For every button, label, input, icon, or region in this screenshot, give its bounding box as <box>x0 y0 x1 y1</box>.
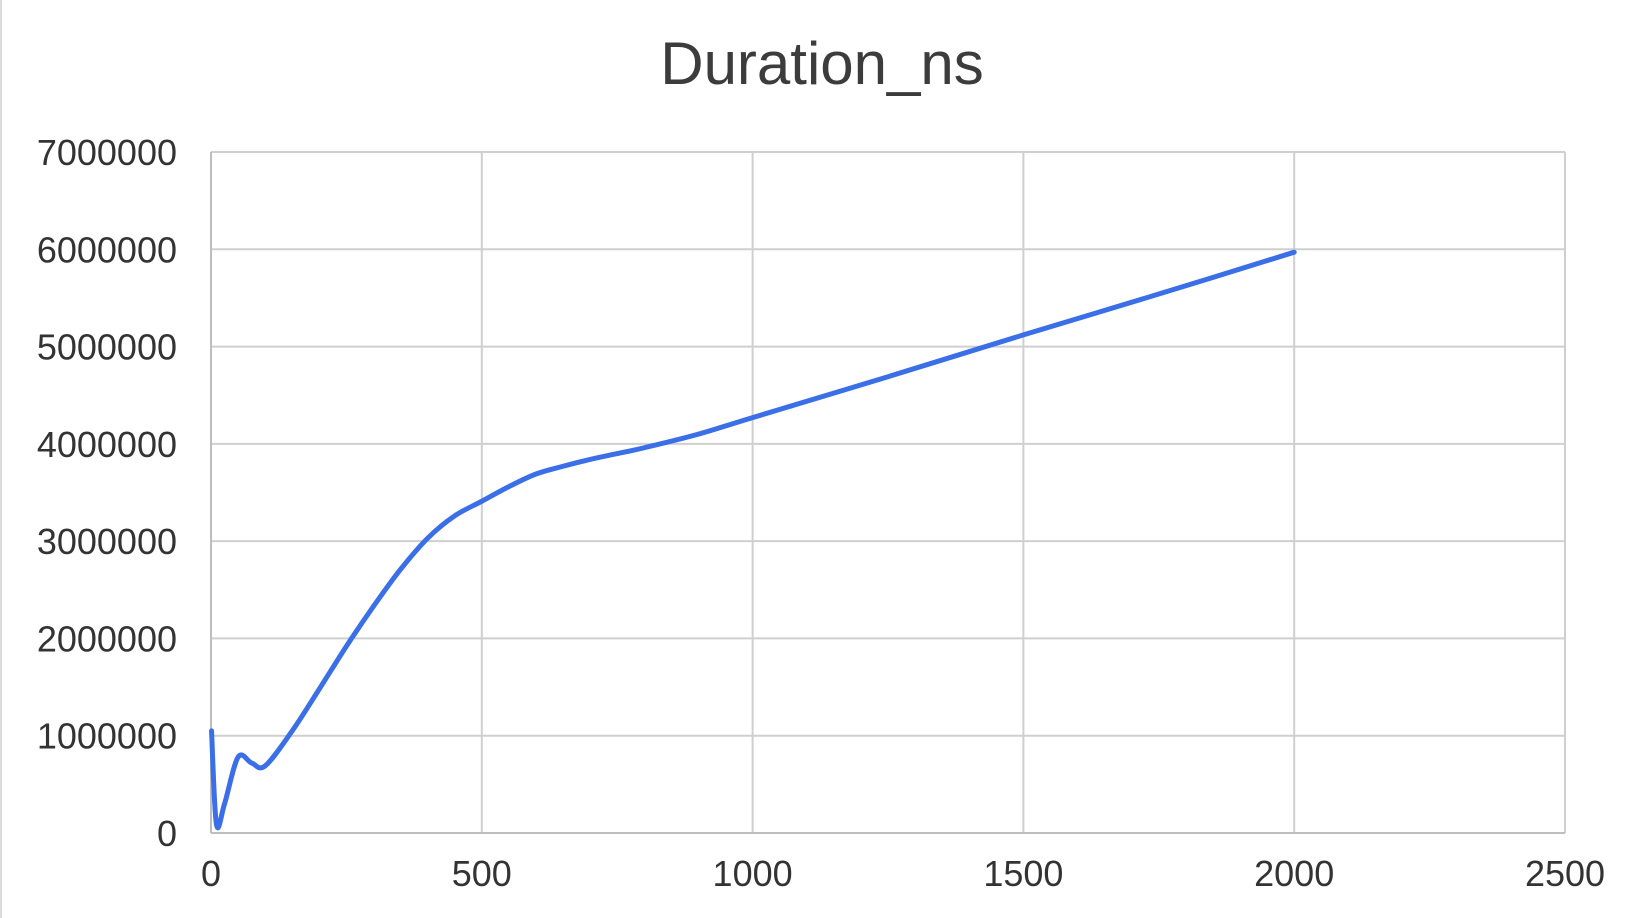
y-tick-label: 6000000 <box>37 229 177 270</box>
x-tick-label: 1000 <box>713 853 793 894</box>
left-border <box>0 0 2 918</box>
x-tick-label: 2500 <box>1525 853 1605 894</box>
grid-lines <box>210 151 1566 834</box>
x-tick-label: 500 <box>452 853 512 894</box>
x-axis-tick-labels: 0 500 1000 1500 2000 2500 <box>201 853 1605 894</box>
series-group <box>209 249 1297 831</box>
y-tick-label: 3000000 <box>37 521 177 562</box>
y-tick-label: 4000000 <box>37 424 177 465</box>
y-tick-label: 1000000 <box>37 716 177 757</box>
y-tick-label: 7000000 <box>37 132 177 173</box>
y-tick-label: 5000000 <box>37 327 177 368</box>
chart-title: Duration_ns <box>660 30 984 97</box>
x-tick-label: 0 <box>201 853 221 894</box>
x-tick-label: 1500 <box>983 853 1063 894</box>
y-axis-tick-labels: 0 1000000 2000000 3000000 4000000 5000000 6000… <box>37 132 177 854</box>
y-tick-label: 0 <box>157 813 177 854</box>
series-line <box>209 249 1297 831</box>
y-tick-label: 2000000 <box>37 618 177 659</box>
x-tick-label: 2000 <box>1254 853 1334 894</box>
